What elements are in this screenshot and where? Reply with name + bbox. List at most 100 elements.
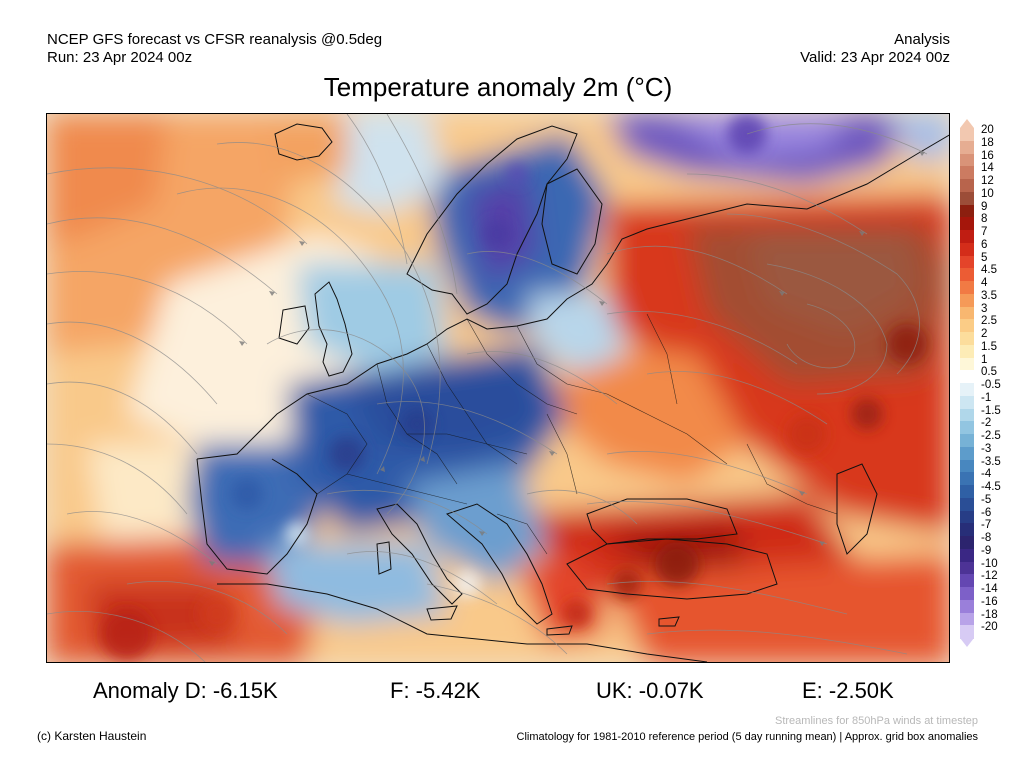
colorbar-segment: [960, 281, 974, 295]
colorbar-segment: [960, 536, 974, 550]
colorbar-segment: [960, 268, 974, 282]
colorbar-label: 20: [981, 124, 994, 136]
colorbar-segment: [960, 599, 974, 613]
colorbar-label: -2: [981, 417, 992, 430]
colorbar-label: 1.5: [981, 340, 997, 353]
colorbar-segment: [960, 472, 974, 486]
colorbar-label: -5: [981, 493, 992, 506]
stat-france: F: -5.42K: [390, 678, 481, 703]
colorbar-label: -10: [981, 557, 998, 570]
streamlines-note: Streamlines for 850hPa winds at timestep: [775, 715, 978, 727]
anomaly-map-svg: [47, 114, 949, 662]
colorbar-segment: [960, 204, 974, 218]
finland-outline: [541, 168, 603, 275]
colorbar-label: 3.5: [981, 289, 997, 302]
map-title: Temperature anomaly 2m (°C): [323, 72, 673, 102]
sardinia-outline: [376, 541, 392, 575]
colorbar-label: 12: [981, 175, 994, 187]
colorbar-label: -8: [981, 532, 992, 544]
colorbar-segment: [960, 140, 974, 154]
colorbar-segment: [960, 166, 974, 180]
colorbar-segment: [960, 459, 974, 473]
colorbar-label: -3.5: [981, 455, 1001, 468]
colorbar-label: 9: [981, 200, 988, 213]
colorbar-label: -9: [981, 544, 992, 557]
colorbar-segment: [960, 153, 974, 167]
colorbar-label: 10: [981, 187, 994, 200]
colorbar-label: 0.5: [981, 366, 997, 379]
north-africa-coast: [217, 583, 708, 662]
colorbar-label: -16: [981, 595, 998, 608]
colorbar-segment: [960, 230, 974, 244]
colorbar-segment: [960, 370, 974, 384]
colorbar-segment: [960, 255, 974, 269]
colorbar-label: -14: [981, 583, 998, 595]
colorbar-label: 16: [981, 149, 994, 162]
colorbar-segment: [960, 523, 974, 537]
colorbar-segment: [960, 332, 974, 346]
stat-uk: UK: -0.07K: [596, 678, 704, 703]
turkey-outline: [566, 538, 778, 600]
colorbar-label: -6: [981, 506, 992, 519]
colorbar-label: 6: [981, 238, 988, 251]
run-line: Run: 23 Apr 2024 00z: [47, 49, 193, 66]
colorbar-label: 5: [981, 251, 988, 264]
colorbar-segment: [960, 344, 974, 358]
credit: (c) Karsten Haustein: [37, 729, 147, 743]
iberia-outline: [196, 458, 318, 575]
colorbar-segment: [960, 434, 974, 448]
colorbar-label: 4.5: [981, 264, 997, 277]
colorbar-top-triangle: [960, 119, 974, 128]
colorbar-label: 8: [981, 213, 988, 226]
colorbar-segment: [960, 548, 974, 562]
colorbar-segment: [960, 128, 974, 142]
colorbar-label: -4: [981, 468, 992, 481]
analysis-label: Analysis: [894, 31, 950, 48]
colorbar-segment: [960, 421, 974, 435]
streamlines: [47, 114, 928, 662]
colorbar-segment: [960, 357, 974, 371]
cyprus-outline: [658, 616, 680, 627]
colorbar-label: -2.5: [981, 430, 1001, 442]
colorbar-label: 14: [981, 162, 994, 175]
colorbar-label: -20: [981, 621, 998, 634]
balkans-outline: [446, 503, 553, 625]
colorbar-label: -12: [981, 570, 998, 583]
colorbar-segment: [960, 306, 974, 320]
colorbar-label: -3: [981, 442, 992, 455]
iceland-outline: [274, 123, 333, 161]
europe-coast: [196, 134, 949, 460]
colorbar-segment: [960, 217, 974, 231]
stat-europe: E: -2.50K: [802, 678, 894, 703]
colorbar-segment: [960, 446, 974, 460]
valid-line: Valid: 23 Apr 2024 00z: [800, 49, 950, 66]
model-line: NCEP GFS forecast vs CFSR reanalysis @0.…: [47, 31, 383, 48]
colorbar-segment: [960, 293, 974, 307]
caspian-outline: [836, 463, 878, 555]
colorbar-label: -18: [981, 608, 998, 621]
colorbar-label: 2: [981, 328, 988, 340]
colorbar-segment: [960, 191, 974, 205]
stat-germany: Anomaly D: -6.15K: [93, 678, 278, 703]
colorbar-segment: [960, 561, 974, 575]
colorbar-bottom-triangle: [960, 638, 974, 647]
colorbar-segment: [960, 612, 974, 626]
colorbar-label: -4.5: [981, 481, 1001, 493]
colorbar-segment: [960, 587, 974, 601]
colorbar-segment: [960, 383, 974, 397]
sicily-outline: [426, 605, 458, 621]
country-borders: [306, 313, 838, 555]
crete-outline: [546, 625, 573, 636]
colorbar-label: 4: [981, 277, 988, 289]
colorbar-label: -1: [981, 391, 992, 404]
streamline-arrows: [209, 151, 925, 566]
header-right: Analysis Valid: 23 Apr 2024 00z: [800, 31, 950, 67]
colorbar-segment: [960, 242, 974, 256]
anomaly-texture: [101, 114, 927, 660]
colorbar-label: -7: [981, 519, 992, 532]
colorbar-segment: [960, 319, 974, 333]
climatology-note: Climatology for 1981-2010 reference peri…: [516, 731, 978, 743]
ireland-outline: [278, 305, 310, 345]
header-left: NCEP GFS forecast vs CFSR reanalysis @0.…: [47, 31, 382, 67]
black-sea-outline: [586, 498, 738, 545]
